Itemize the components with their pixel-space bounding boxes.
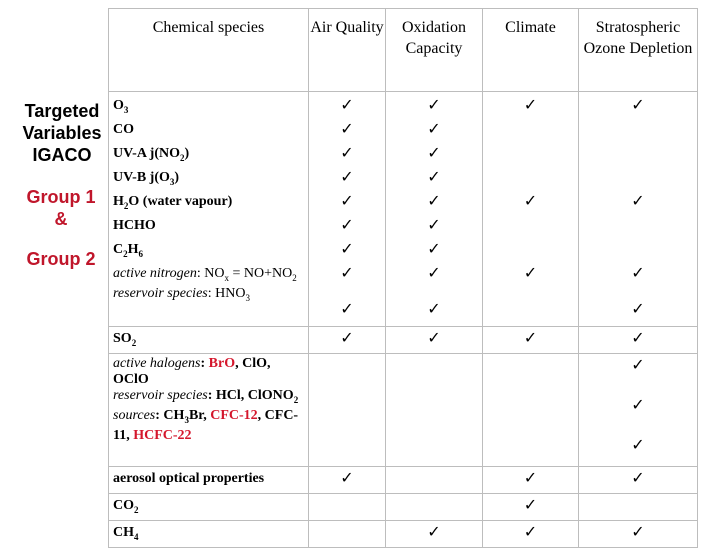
check-icon: ✓ bbox=[427, 265, 441, 282]
group2-label: Group 2 bbox=[26, 249, 96, 269]
ozone-so2: ✓ bbox=[578, 326, 698, 354]
species-header: Chemical species bbox=[108, 8, 309, 92]
table-row: CO2 ✓ bbox=[108, 493, 698, 521]
table-row: O3 CO UV-A j(NO2) UV-B j(O3) H2O (water … bbox=[108, 91, 698, 327]
targeted-label: Targeted bbox=[24, 101, 100, 121]
check-icon: ✓ bbox=[427, 301, 441, 318]
climate-col-group1: ✓ ✓ ✓ bbox=[482, 91, 579, 327]
species-ch4: CH4 bbox=[108, 520, 309, 548]
check-icon: ✓ bbox=[523, 497, 538, 514]
check-icon: ✓ bbox=[631, 470, 645, 487]
species-aerosol: aerosol optical properties bbox=[108, 466, 309, 494]
table-row: SO2 ✓ ✓ ✓ ✓ bbox=[108, 326, 698, 354]
check-icon: ✓ bbox=[523, 97, 538, 114]
table-row: aerosol optical properties ✓ ✓ ✓ bbox=[108, 466, 698, 494]
variables-table: Chemical species Air Quality Oxidation C… bbox=[108, 8, 698, 548]
ozone-col-group1: ✓ ✓ ✓ ✓ bbox=[578, 91, 698, 327]
climate-aerosol: ✓ bbox=[482, 466, 579, 494]
check-icon: ✓ bbox=[340, 97, 354, 114]
check-icon: ✓ bbox=[340, 470, 354, 487]
check-icon: ✓ bbox=[631, 97, 645, 114]
climate-header: Climate bbox=[482, 8, 579, 92]
check-icon: ✓ bbox=[340, 145, 354, 162]
oxidation-so2: ✓ bbox=[385, 326, 483, 354]
table-row: active halogens: BrO, ClO, OClO reservoi… bbox=[108, 353, 698, 467]
check-icon: ✓ bbox=[427, 217, 441, 234]
oxidation-ch4: ✓ bbox=[385, 520, 483, 548]
check-icon: ✓ bbox=[523, 193, 538, 210]
check-icon: ✓ bbox=[340, 241, 354, 258]
header-row: Chemical species Air Quality Oxidation C… bbox=[108, 8, 698, 92]
species-nitrogen: active nitrogen: NOx = NO+NO2 reservoir … bbox=[113, 266, 297, 303]
check-icon: ✓ bbox=[631, 357, 645, 374]
check-icon: ✓ bbox=[340, 330, 354, 347]
climate-so2: ✓ bbox=[482, 326, 579, 354]
species-so2: SO2 bbox=[108, 326, 309, 354]
check-icon: ✓ bbox=[427, 145, 441, 162]
check-icon: ✓ bbox=[631, 397, 645, 414]
air-quality-so2: ✓ bbox=[308, 326, 386, 354]
check-icon: ✓ bbox=[427, 97, 441, 114]
check-icon: ✓ bbox=[340, 169, 354, 186]
check-icon: ✓ bbox=[631, 524, 645, 541]
species-uvb: UV-B j(O3) bbox=[113, 170, 180, 187]
ampersand-label: & bbox=[54, 209, 68, 229]
check-icon: ✓ bbox=[427, 330, 441, 347]
ozone-ch4: ✓ bbox=[578, 520, 698, 548]
variables-label: Variables bbox=[22, 123, 102, 143]
species-hcho: HCHO bbox=[113, 218, 156, 233]
oxidation-col-group1: ✓ ✓ ✓ ✓ ✓ ✓ ✓ ✓ ✓ bbox=[385, 91, 483, 327]
check-icon: ✓ bbox=[427, 121, 441, 138]
climate-co2: ✓ bbox=[482, 493, 579, 521]
species-h2o: H2O (water vapour) bbox=[113, 194, 233, 211]
check-icon: ✓ bbox=[523, 524, 538, 541]
ozone-aerosol: ✓ bbox=[578, 466, 698, 494]
check-icon: ✓ bbox=[340, 193, 354, 210]
ozone-header: Stratospheric Ozone Depletion bbox=[578, 8, 698, 92]
climate-ch4: ✓ bbox=[482, 520, 579, 548]
air-quality-aerosol: ✓ bbox=[308, 466, 386, 494]
oxidation-header: Oxidation Capacity bbox=[385, 8, 483, 92]
check-icon: ✓ bbox=[340, 301, 354, 318]
check-icon: ✓ bbox=[631, 265, 645, 282]
check-icon: ✓ bbox=[340, 217, 354, 234]
table-row: CH4 ✓ ✓ ✓ bbox=[108, 520, 698, 548]
check-icon: ✓ bbox=[523, 330, 538, 347]
check-icon: ✓ bbox=[631, 193, 645, 210]
check-icon: ✓ bbox=[427, 193, 441, 210]
air-quality-col-group1: ✓ ✓ ✓ ✓ ✓ ✓ ✓ ✓ ✓ bbox=[308, 91, 386, 327]
species-uva: UV-A j(NO2) bbox=[113, 146, 190, 163]
group1-label: Group 1 bbox=[26, 187, 96, 207]
check-icon: ✓ bbox=[523, 470, 538, 487]
check-icon: ✓ bbox=[340, 121, 354, 138]
species-co: CO bbox=[113, 122, 134, 137]
check-icon: ✓ bbox=[427, 169, 441, 186]
check-icon: ✓ bbox=[340, 265, 354, 282]
check-icon: ✓ bbox=[427, 241, 441, 258]
ozone-halogens: ✓ ✓ ✓ bbox=[578, 353, 698, 467]
check-icon: ✓ bbox=[427, 524, 441, 541]
check-icon: ✓ bbox=[631, 301, 645, 318]
species-co2: CO2 bbox=[108, 493, 309, 521]
check-icon: ✓ bbox=[631, 330, 645, 347]
species-halogens: active halogens: BrO, ClO, OClO reservoi… bbox=[108, 353, 309, 467]
air-quality-header: Air Quality bbox=[308, 8, 386, 92]
species-c2h6: C2H6 bbox=[113, 242, 144, 259]
check-icon: ✓ bbox=[523, 265, 538, 282]
species-o3: O3 bbox=[113, 98, 129, 115]
species-list-group1: O3 CO UV-A j(NO2) UV-B j(O3) H2O (water … bbox=[108, 91, 309, 327]
igaco-label: IGACO bbox=[32, 145, 92, 165]
check-icon: ✓ bbox=[631, 437, 645, 454]
